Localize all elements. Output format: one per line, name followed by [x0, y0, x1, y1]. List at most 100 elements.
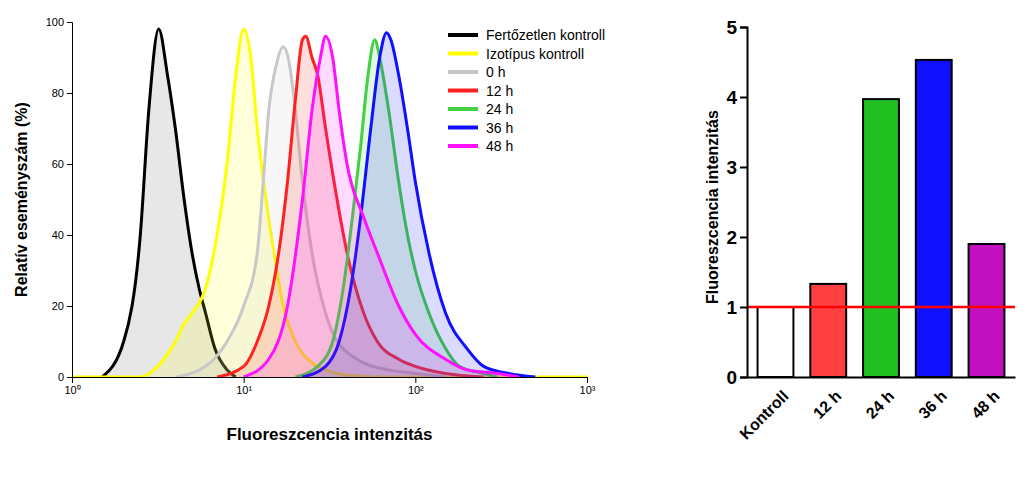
tick: 20 [52, 300, 72, 312]
legend-label: Fertőzetlen kontroll [486, 27, 605, 43]
tick-mark [67, 164, 72, 165]
tick-label: 12 h [810, 387, 845, 422]
y-axis: 0 1 2 3 4 5 [726, 17, 747, 388]
series-line [72, 29, 587, 377]
tick-mark [740, 237, 747, 239]
tick-label: 80 [52, 87, 64, 99]
x-axis: Kontroll 12 h 24 h 36 h 48 h [736, 377, 1015, 443]
tick: 5 [726, 17, 747, 38]
bar [863, 99, 899, 377]
tick: 10² [408, 377, 424, 396]
legend-swatch [448, 126, 478, 130]
tick-label: 10¹ [236, 384, 252, 396]
tick: 40 [52, 229, 72, 241]
legend-swatch [448, 70, 478, 74]
legend-entry: 36 h [448, 120, 513, 136]
legend: Fertőzetlen kontroll Izotípus kontroll 0 h… [448, 27, 605, 154]
tick: 3 [726, 157, 747, 178]
tick: 10⁰ [64, 377, 80, 396]
legend-entry: Izotípus kontroll [448, 46, 584, 62]
legend-label: 0 h [486, 64, 505, 80]
legend-swatch [448, 107, 478, 111]
figure: 10⁰10¹10²10³020406080100Fluoreszcencia i… [0, 0, 1033, 477]
tick: 4 [726, 87, 747, 108]
legend-swatch [448, 144, 478, 148]
series-area [72, 29, 587, 377]
bar [969, 244, 1005, 377]
tick: 0 [726, 367, 747, 388]
y-axis: 0 20 40 60 80 100 [46, 16, 73, 383]
tick: 2 [726, 227, 747, 248]
tick-label: 10³ [580, 384, 596, 396]
tick: 10³ [580, 377, 596, 396]
legend-label: 48 h [486, 138, 513, 154]
legend-label: Izotípus kontroll [486, 46, 584, 62]
tick: 80 [52, 87, 72, 99]
tick-mark [740, 307, 747, 309]
tick-label: 1 [726, 297, 737, 318]
tick-label: 24 h [863, 387, 898, 422]
tick-mark [67, 235, 72, 236]
tick: 12 h [810, 377, 845, 422]
legend-swatch [448, 52, 478, 56]
tick-label: 100 [46, 16, 64, 28]
bar [810, 284, 846, 377]
tick-label: 0 [726, 367, 737, 388]
tick-label: 20 [52, 300, 64, 312]
tick-mark [740, 97, 747, 99]
x-axis-line [73, 378, 588, 384]
y-axis-line [740, 28, 748, 378]
tick: 60 [52, 158, 72, 170]
legend-label: 24 h [486, 101, 513, 117]
tick-mark [67, 306, 72, 307]
legend-swatch [448, 33, 478, 37]
series-line [244, 36, 519, 377]
tick-label: 5 [726, 17, 737, 38]
series-area [244, 36, 519, 377]
tick: 24 h [863, 377, 898, 422]
y-axis-title: Relatív eseményszám (%) [13, 102, 30, 297]
tick-label: 10⁰ [64, 384, 80, 396]
tick-label: 2 [726, 227, 737, 248]
tick-label: Kontroll [736, 387, 791, 442]
tick-label: 3 [726, 157, 737, 178]
tick-label: 36 h [915, 387, 950, 422]
legend-label: 12 h [486, 83, 513, 99]
reference-line [747, 306, 1015, 309]
tick-label: 0 [58, 371, 64, 383]
legend-entry: 12 h [448, 83, 513, 99]
tick: 48 h [968, 377, 1003, 422]
tick-mark [244, 377, 245, 383]
plot-area [747, 60, 1015, 377]
tick: 10¹ [236, 377, 252, 396]
legend-entry: 24 h [448, 101, 513, 117]
tick-mark [740, 167, 747, 169]
tick-label: 10² [408, 384, 424, 396]
x-axis-line [748, 377, 1016, 379]
x-axis: 10⁰ 10¹ 10² 10³ [64, 377, 595, 396]
tick-label: 48 h [968, 387, 1003, 422]
y-axis-line [67, 23, 73, 378]
tick-mark [415, 377, 416, 383]
tick: 100 [46, 16, 72, 28]
tick-label: 40 [52, 229, 64, 241]
tick-mark [67, 22, 72, 23]
legend-label: 36 h [486, 120, 513, 136]
tick-mark [67, 377, 72, 378]
bar [916, 60, 952, 377]
plot-area [72, 29, 587, 377]
tick-mark [740, 27, 747, 29]
tick: Kontroll [736, 377, 791, 443]
legend-entry: Fertőzetlen kontroll [448, 27, 605, 43]
tick-mark [587, 377, 588, 383]
tick-label: 60 [52, 158, 64, 170]
tick: 1 [726, 297, 747, 318]
legend-entry: 48 h [448, 138, 513, 154]
tick-mark [740, 377, 747, 379]
tick-label: 4 [726, 87, 737, 108]
legend-swatch [448, 89, 478, 93]
tick: 36 h [915, 377, 950, 422]
tick: 0 [58, 371, 72, 383]
bar [758, 307, 794, 377]
x-axis-title: Fluoreszcencia intenzitás [227, 425, 433, 444]
